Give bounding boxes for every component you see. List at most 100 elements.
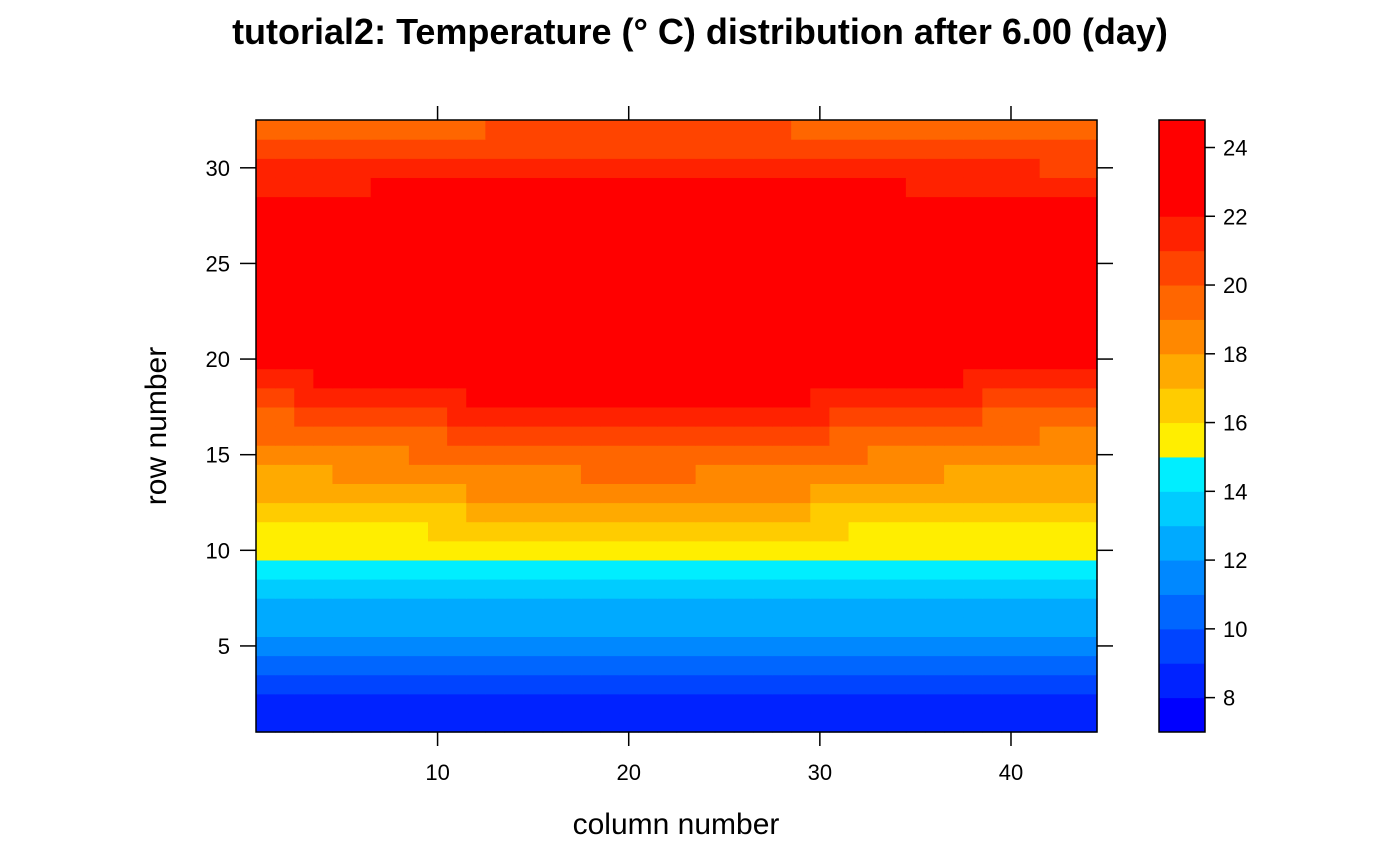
heatmap-cell [1077, 158, 1098, 178]
heatmap-cell [1039, 158, 1060, 178]
heatmap-cell [810, 158, 831, 178]
heatmap-cell [752, 426, 773, 446]
heatmap-cell [714, 674, 735, 695]
heatmap-cell [829, 273, 850, 293]
heatmap-cell [389, 368, 410, 389]
heatmap-cell [466, 311, 486, 331]
heatmap-cell [504, 579, 525, 599]
heatmap-cell [504, 655, 525, 676]
heatmap-cell [676, 636, 697, 657]
heatmap-cell [294, 655, 314, 676]
heatmap-cell [1039, 540, 1060, 561]
heatmap-cell [886, 521, 907, 542]
heatmap-cell [389, 617, 410, 637]
heatmap-cell [944, 120, 964, 140]
heatmap-cell [542, 177, 563, 198]
heatmap-cell [733, 387, 754, 408]
heatmap-cell [523, 158, 544, 178]
heatmap-cell [848, 330, 869, 351]
heatmap-cell [256, 196, 276, 217]
heatmap-cell [1039, 636, 1060, 657]
heatmap-cell [638, 158, 658, 178]
heatmap-cell [1001, 636, 1022, 657]
heatmap-cell [504, 215, 525, 236]
heatmap-cell [867, 234, 888, 255]
heatmap-cell [1039, 559, 1060, 580]
heatmap-cell [313, 712, 334, 733]
heatmap-cell [275, 445, 295, 465]
y-axis: 5 10 15 20 25 30 [206, 156, 1113, 659]
heatmap-cell [428, 368, 448, 389]
heatmap-cell [1039, 598, 1060, 618]
heatmap-cell [561, 196, 582, 217]
heatmap-cell [963, 349, 983, 370]
heatmap-cell [733, 693, 754, 714]
heatmap-cell [619, 674, 639, 695]
heatmap-cell [389, 693, 410, 714]
heatmap-cell [1077, 273, 1098, 293]
heatmap-cell [447, 559, 467, 580]
heatmap-cell [1001, 387, 1022, 408]
heatmap-cell [523, 139, 544, 159]
heatmap-cell [829, 120, 850, 140]
heatmap-cell [313, 636, 334, 657]
heatmap-cell [1077, 598, 1098, 618]
heatmap-cell [848, 368, 869, 389]
heatmap-cell [256, 636, 276, 657]
heatmap-cell [332, 674, 353, 695]
heatmap-cell [676, 521, 697, 542]
heatmap-cell [752, 617, 773, 637]
heatmap-cell [791, 464, 811, 484]
heatmap-cell [905, 292, 926, 312]
heatmap-cell [1077, 215, 1098, 236]
heatmap-cell [1039, 674, 1060, 695]
heatmap-cell [848, 483, 869, 504]
heatmap-cell [275, 426, 295, 446]
heatmap-cell [867, 406, 888, 427]
heatmap-cell [657, 636, 678, 657]
heatmap-cell [600, 349, 620, 370]
heatmap-cell [504, 234, 525, 255]
heatmap-cell [867, 253, 888, 274]
colorbar-tick-label: 16 [1223, 411, 1247, 436]
heatmap-cell [1001, 406, 1022, 427]
heatmap-cell [389, 139, 410, 159]
heatmap-cell [772, 120, 792, 140]
heatmap-cell [294, 196, 314, 217]
heatmap-cell [791, 368, 811, 389]
heatmap-cell [466, 120, 486, 140]
y-tick-label: 20 [206, 347, 230, 372]
heatmap-cell [963, 617, 983, 637]
heatmap-cell [714, 196, 735, 217]
colorbar-tick-label: 18 [1223, 342, 1247, 367]
plot-frame [255, 119, 1098, 733]
heatmap-cell [733, 273, 754, 293]
heatmap-cell [428, 674, 448, 695]
heatmap-cell [408, 253, 429, 274]
heatmap-cell [1077, 253, 1098, 274]
heatmap-cell [600, 579, 620, 599]
heatmap-cell [848, 158, 869, 178]
heatmap-cell [1020, 579, 1041, 599]
heatmap-cell [504, 273, 525, 293]
heatmap-cell [867, 693, 888, 714]
heatmap-cell [810, 617, 831, 637]
heatmap-cell [1020, 559, 1041, 580]
heatmap-cell [600, 559, 620, 580]
heatmap-cell [313, 617, 334, 637]
heatmap-cell [428, 426, 448, 446]
heatmap-cell [982, 559, 1003, 580]
heatmap-cell [408, 674, 429, 695]
heatmap-cell [408, 273, 429, 293]
heatmap-cell [791, 292, 811, 312]
heatmap-cell [886, 406, 907, 427]
heatmap-cell [905, 426, 926, 446]
heatmap-cell [810, 579, 831, 599]
colorbar-swatch [1159, 319, 1205, 355]
heatmap-cell [733, 655, 754, 676]
heatmap-cell [982, 330, 1003, 351]
heatmap-cell [791, 234, 811, 255]
heatmap-cell [370, 292, 391, 312]
heatmap-cell [313, 540, 334, 561]
y-tick-label: 10 [206, 538, 230, 563]
